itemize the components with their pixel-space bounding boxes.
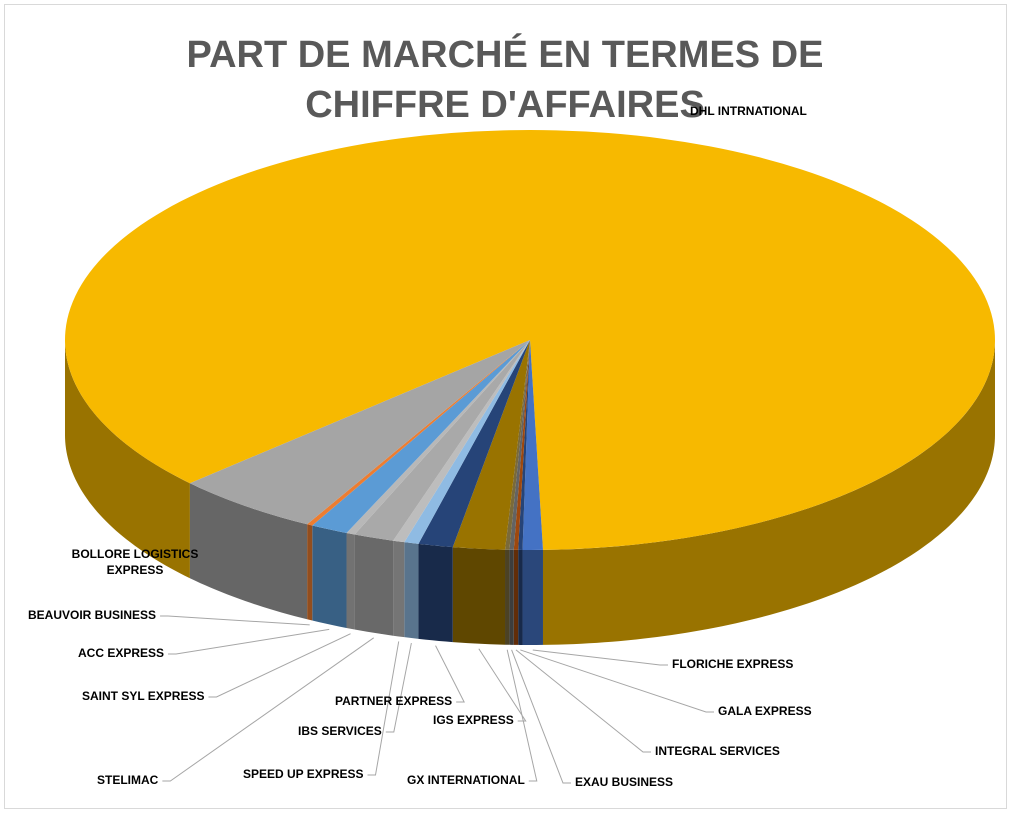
leader-line [511, 649, 571, 784]
slice [418, 340, 530, 548]
data-label: INTEGRAL SERVICES [655, 744, 780, 758]
slice-side [65, 340, 190, 579]
data-label: STELIMAC [97, 773, 159, 787]
data-label: GALA EXPRESS [718, 704, 812, 718]
slice [505, 340, 530, 550]
slice [65, 130, 996, 550]
slice [509, 340, 530, 550]
data-label: GX INTERNATIONAL [407, 773, 525, 787]
slice [312, 340, 530, 533]
data-label: FLORICHE EXPRESS [672, 657, 794, 671]
leader-line [435, 645, 465, 703]
slice [189, 340, 530, 525]
slice-side [346, 532, 355, 630]
slice [346, 340, 530, 535]
slice-side [404, 542, 419, 639]
chart-title: PART DE MARCHÉ EN TERMES DE CHIFFRE D'AF… [186, 34, 824, 126]
slice [452, 340, 530, 550]
data-label: DHL INTRNATIONAL [690, 104, 807, 118]
slice-side [307, 524, 313, 621]
leader-line [520, 649, 714, 713]
slice-side [542, 340, 995, 645]
data-label: BEAUVOIR BUSINESS [28, 608, 157, 622]
leader-line [208, 633, 351, 698]
leader-line [160, 615, 310, 626]
leader-line [367, 641, 400, 776]
data-label: ACC EXPRESS [78, 646, 165, 660]
slice-side [452, 547, 506, 645]
slice-side [312, 525, 347, 628]
slice [404, 340, 530, 544]
slice [518, 340, 530, 550]
data-label: BOLLORE LOGISTICS EXPRESS [71, 547, 199, 577]
data-label: PARTNER EXPRESS [335, 694, 453, 708]
chart-frame [4, 4, 1007, 809]
data-label: IBS SERVICES [298, 724, 382, 738]
slice [307, 340, 530, 526]
slice-side [354, 534, 394, 636]
data-label: SAINT SYL EXPRESS [82, 689, 205, 703]
leader-line [506, 649, 538, 782]
slice [354, 340, 530, 541]
data-label: IGS EXPRESS [433, 713, 514, 727]
slice [522, 340, 543, 550]
leader-line [532, 649, 668, 666]
slice-side [393, 540, 405, 638]
slice-side [418, 543, 453, 643]
slice-side [522, 549, 543, 645]
leader-line [478, 648, 527, 722]
slice-side [513, 549, 519, 645]
slice-side [189, 483, 308, 620]
slice-side [518, 549, 523, 645]
data-label: EXAU BUSINESS [575, 775, 674, 789]
slice-side [505, 549, 510, 645]
leader-line [515, 649, 651, 753]
slice [513, 340, 530, 550]
leader-line [168, 628, 330, 655]
slice [393, 340, 530, 543]
data-label: SPEED UP EXPRESS [243, 767, 364, 781]
leader-line [162, 637, 374, 782]
slice-side [509, 549, 514, 645]
leader-line [385, 642, 412, 733]
